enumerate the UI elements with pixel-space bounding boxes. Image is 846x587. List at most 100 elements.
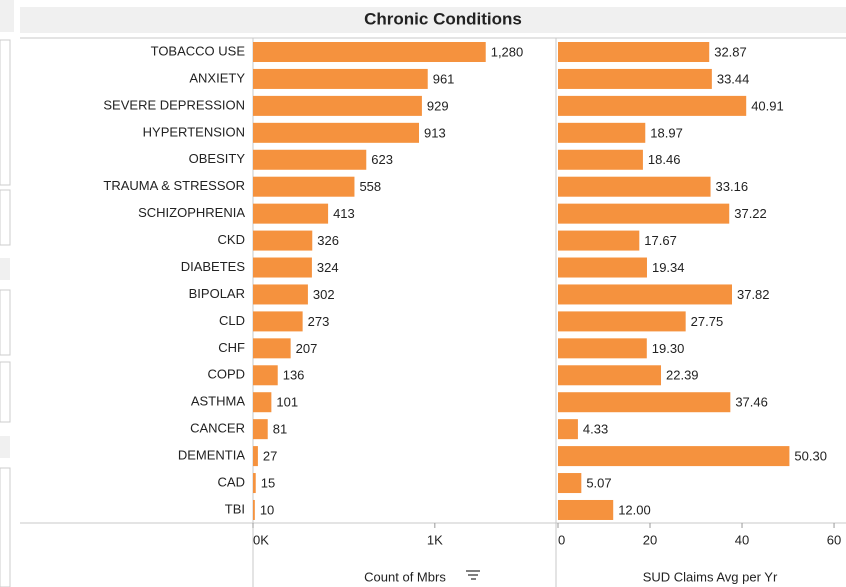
value-label: 324 — [317, 260, 339, 275]
value-label: 12.00 — [618, 502, 651, 517]
bar — [253, 419, 268, 440]
bar — [558, 230, 640, 251]
x-tick-label: 40 — [735, 532, 749, 547]
value-label: 10 — [260, 502, 274, 517]
bar — [253, 95, 422, 116]
bar — [558, 365, 662, 386]
value-label: 40.91 — [751, 98, 784, 113]
x-tick-label: 20 — [643, 532, 657, 547]
bar — [253, 284, 308, 305]
value-label: 27.75 — [691, 314, 724, 329]
bar — [253, 257, 312, 278]
bar — [253, 230, 313, 251]
category-label: DIABETES — [181, 259, 246, 274]
value-label: 19.30 — [652, 341, 685, 356]
value-label: 5.07 — [586, 475, 611, 490]
bar — [253, 42, 486, 62]
value-label: 913 — [424, 125, 446, 140]
side-panel-box — [0, 39, 11, 186]
bar — [253, 365, 278, 386]
value-label: 37.82 — [737, 287, 770, 302]
value-label: 18.46 — [648, 152, 681, 167]
x-tick-label: 60 — [827, 532, 841, 547]
side-panel-box — [0, 467, 11, 587]
value-label: 4.33 — [583, 422, 608, 437]
bar — [558, 473, 582, 494]
value-label: 302 — [313, 287, 335, 302]
category-label: CLD — [219, 313, 245, 328]
x-tick-label: 0 — [558, 532, 565, 547]
side-panel-box — [0, 189, 11, 246]
value-label: 961 — [433, 71, 455, 86]
bar — [558, 419, 578, 440]
title-bar — [20, 7, 846, 33]
bar — [253, 446, 258, 467]
value-label: 273 — [308, 314, 330, 329]
bar — [558, 257, 647, 278]
value-label: 37.22 — [734, 206, 767, 221]
bar — [253, 68, 428, 89]
bar — [558, 446, 790, 467]
value-label: 929 — [427, 98, 449, 113]
value-label: 19.34 — [652, 260, 685, 275]
value-label: 18.97 — [650, 125, 683, 140]
side-panel-header — [0, 258, 10, 280]
bar — [253, 203, 329, 224]
value-label: 17.67 — [644, 233, 677, 248]
sort-icon[interactable] — [466, 570, 480, 580]
category-label: DEMENTIA — [178, 448, 246, 463]
value-label: 207 — [296, 341, 318, 356]
value-label: 37.46 — [735, 395, 768, 410]
value-label: 558 — [359, 179, 381, 194]
bar — [253, 176, 355, 197]
bar — [558, 95, 747, 116]
category-label: ANXIETY — [189, 70, 245, 85]
category-label: COPD — [207, 367, 245, 382]
bar — [558, 311, 686, 332]
value-label: 326 — [317, 233, 339, 248]
side-panel-box — [0, 289, 11, 356]
value-label: 50.30 — [794, 449, 827, 464]
value-label: 413 — [333, 206, 355, 221]
axis-title: SUD Claims Avg per Yr — [643, 569, 778, 584]
bar — [558, 203, 730, 224]
x-tick-label: 1K — [427, 532, 443, 547]
value-label: 101 — [276, 395, 298, 410]
side-panel-header — [0, 436, 10, 458]
bar — [558, 122, 646, 143]
category-label: SEVERE DEPRESSION — [103, 97, 245, 112]
category-label: OBESITY — [189, 151, 246, 166]
category-label: HYPERTENSION — [143, 124, 245, 139]
category-label: SCHIZOPHRENIA — [138, 205, 245, 220]
chart-title: Chronic Conditions — [364, 9, 522, 28]
bar — [253, 338, 291, 359]
value-label: 136 — [283, 368, 305, 383]
bar — [253, 392, 272, 413]
value-label: 623 — [371, 152, 393, 167]
value-label: 33.44 — [717, 71, 750, 86]
category-label: CHF — [218, 340, 245, 355]
x-tick-label: 0K — [253, 532, 269, 547]
value-label: 32.87 — [714, 44, 747, 59]
value-label: 22.39 — [666, 368, 699, 383]
bar — [558, 338, 647, 359]
bar — [253, 499, 255, 520]
bar — [253, 311, 303, 332]
bar — [558, 149, 643, 170]
category-label: TRAUMA & STRESSOR — [103, 178, 245, 193]
value-label: 15 — [261, 475, 275, 490]
bar — [558, 176, 711, 197]
bar — [558, 499, 614, 520]
value-label: 27 — [263, 449, 277, 464]
category-label: TBI — [225, 501, 245, 516]
bar — [558, 392, 731, 413]
category-label: ASTHMA — [191, 394, 246, 409]
bar — [253, 149, 367, 170]
value-label: 81 — [273, 422, 287, 437]
category-label: CANCER — [190, 421, 245, 436]
bar — [253, 473, 256, 494]
category-label: CKD — [218, 232, 245, 247]
side-panel-box — [0, 361, 11, 423]
bar — [558, 68, 712, 89]
value-label: 1,280 — [491, 44, 524, 59]
